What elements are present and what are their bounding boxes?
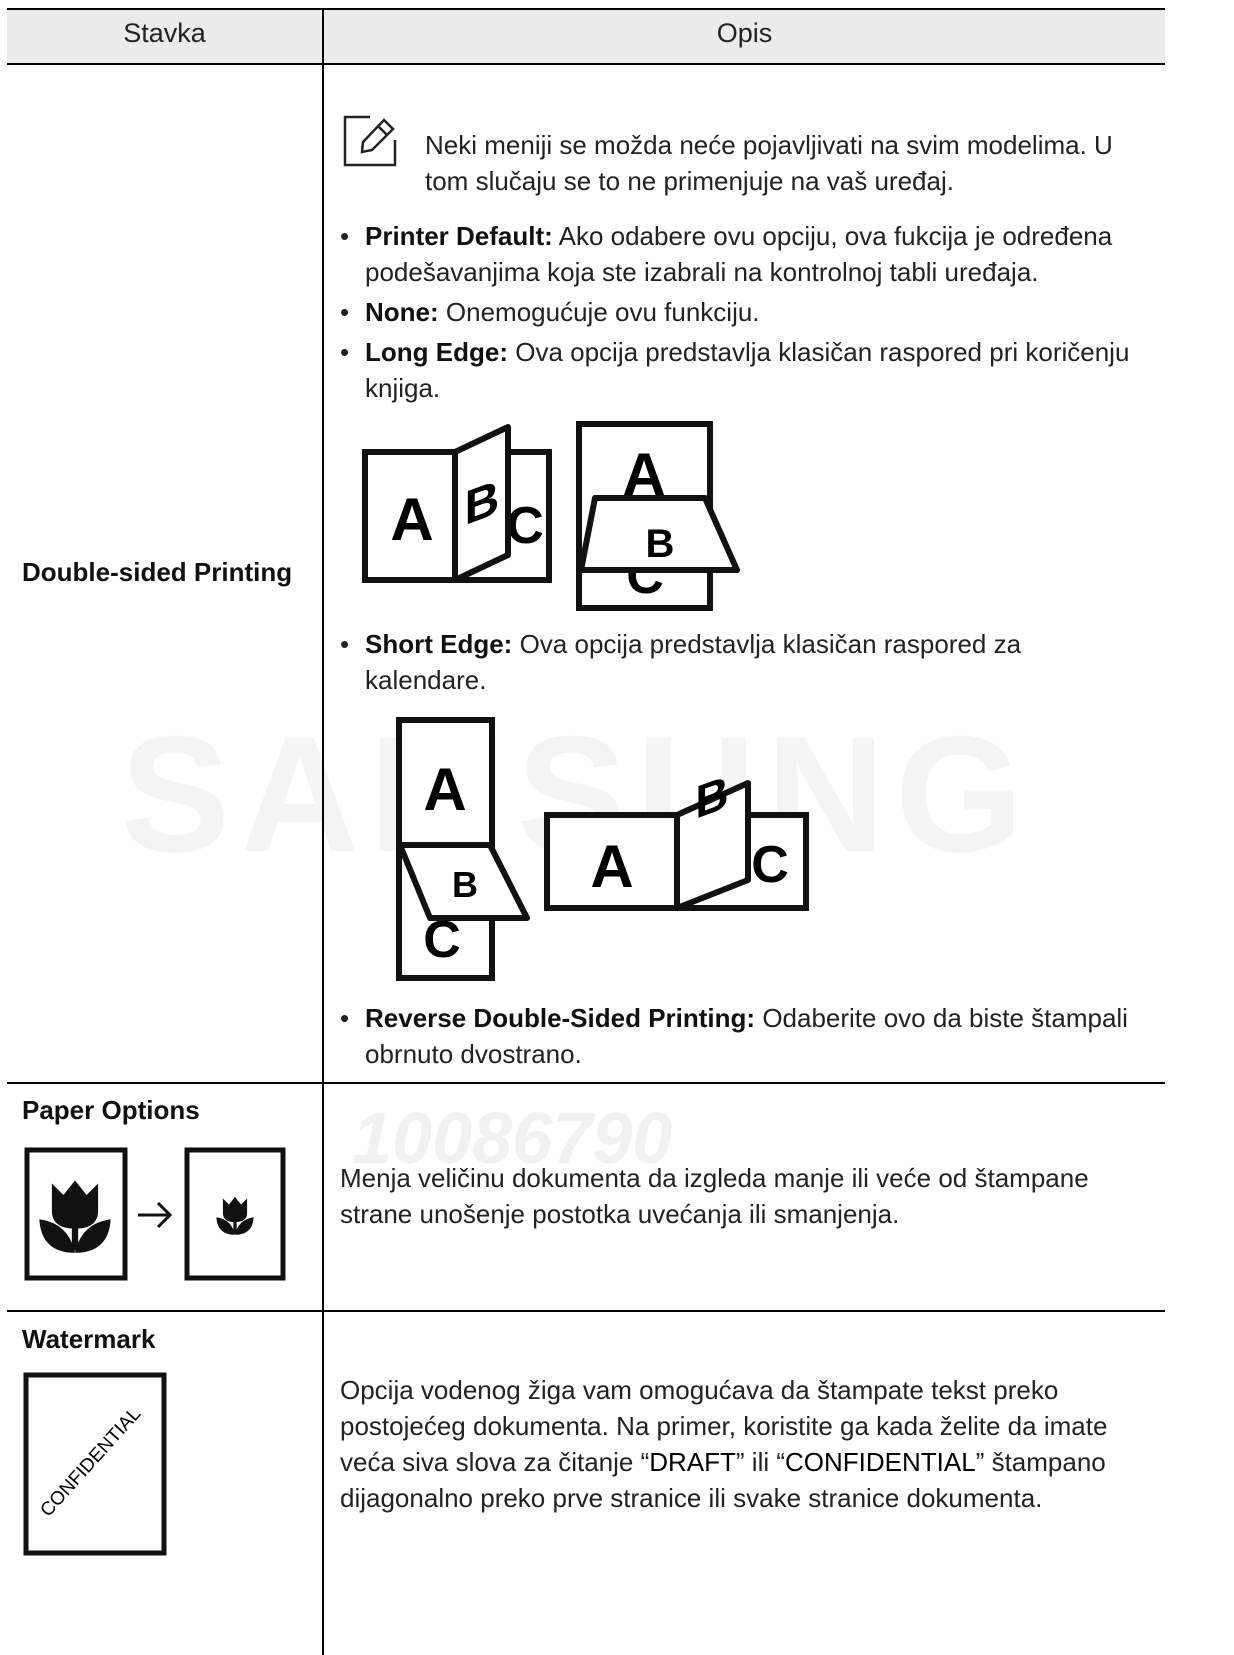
bullet-item: • None: Onemogućuje ovu funkciju.	[340, 294, 1145, 330]
column-header: Stavka	[123, 18, 206, 48]
row-label: Paper Options	[22, 1095, 200, 1125]
bullet-dot: •	[340, 297, 350, 327]
bullet-term: Long Edge:	[365, 337, 508, 367]
row-label: Watermark	[22, 1324, 156, 1354]
header-background	[7, 8, 1165, 64]
note-frame	[343, 115, 397, 167]
figure-letter: A	[423, 756, 466, 823]
description-text: ” ili “	[735, 1447, 786, 1477]
figure-letter: B	[465, 469, 500, 536]
figure-letter: B	[695, 766, 728, 829]
background-watermark: 10086790	[352, 1099, 673, 1179]
arrow	[138, 1201, 173, 1229]
paper-options-icon	[24, 1147, 286, 1281]
bullet-item: • Long Edge: Ova opcija predstavlja klasi…	[340, 334, 1145, 406]
figure-letter: B	[646, 522, 675, 566]
table-border	[7, 1310, 1165, 1312]
short-edge-figure: C A B C A B	[396, 717, 809, 981]
bullet-text: Ova opcija predstavlja klasičan raspored…	[365, 629, 1022, 695]
note-icon	[343, 115, 397, 167]
flipping-page	[452, 424, 511, 583]
figure-letter: B	[452, 864, 478, 905]
bullet-item: • Reverse Double-Sided Printing: Odaberit…	[340, 1000, 1145, 1072]
row-label: Double-sided Printing	[22, 557, 293, 587]
emphasized-text: CONFIDENTIAL	[785, 1447, 976, 1477]
bullet-term: Printer Default:	[365, 221, 553, 251]
figure-letter: A	[590, 833, 633, 900]
bullet-term: Reverse Double-Sided Printing:	[365, 1003, 756, 1033]
page-outline	[23, 1372, 167, 1556]
table-border	[7, 63, 1165, 65]
column-divider	[322, 8, 324, 1655]
bullet-item: • Short Edge: Ova opcija predstavlja klas…	[340, 626, 1145, 698]
figure-letter: A	[622, 441, 665, 508]
figure-letter: A	[390, 486, 433, 553]
figure-letter: C	[751, 836, 789, 894]
emphasized-text: DRAFT	[649, 1447, 736, 1477]
long-edge-figure: C A B C A B	[362, 421, 740, 611]
row-description: Opcija vodenog žiga vam omogućava da šta…	[340, 1372, 1150, 1516]
watermark-icon: CONFIDENTIAL	[23, 1372, 167, 1556]
description-text: Opcija vodenog žiga vam omogućava da šta…	[340, 1375, 1108, 1477]
flipping-page	[397, 842, 530, 921]
bullet-dot: •	[340, 337, 350, 367]
column-header: Opis	[716, 18, 773, 48]
table-border	[7, 8, 1165, 10]
table-border	[7, 1082, 1165, 1084]
figure-letter: C	[506, 497, 544, 555]
bullet-dot: •	[340, 221, 350, 251]
row-description: Menja veličinu dokumenta da izgleda manj…	[340, 1163, 1089, 1229]
description-text: ” štampano dijagonalno preko prve strani…	[340, 1447, 1106, 1513]
bullet-text: Onemogućuje ovu funkciju.	[445, 297, 760, 327]
note-text: Neki meniji se možda neće pojavljivati n…	[425, 130, 1113, 196]
flipping-page	[674, 780, 751, 911]
flipping-page	[578, 495, 740, 573]
note-pen	[360, 118, 395, 154]
bullet-term: Short Edge:	[365, 629, 513, 659]
bullet-text: Ako odabere ovu opciju, ova fukcija je o…	[365, 221, 1113, 287]
bullet-text: Odaberite ovo da biste štampali obrnuto …	[365, 1003, 1128, 1069]
bullet-dot: •	[340, 1003, 350, 1033]
bullet-term: None:	[365, 297, 439, 327]
bullet-item: • Printer Default: Ako odabere ovu opciju…	[340, 218, 1145, 290]
bullet-dot: •	[340, 629, 350, 659]
bullet-text: Ova opcija predstavlja klasičan raspored…	[365, 337, 1130, 403]
